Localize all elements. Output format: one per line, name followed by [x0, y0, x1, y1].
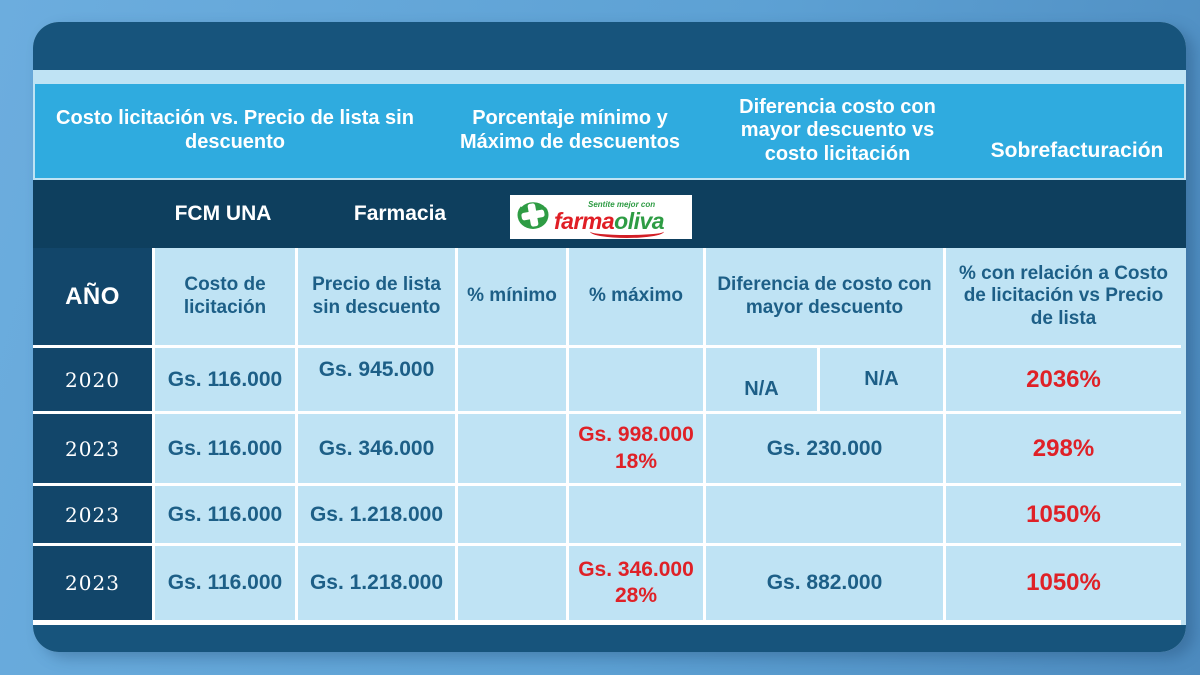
cell-r2-costo: Gs. 116.000	[155, 414, 295, 483]
cell-year-r3: 2023	[33, 486, 152, 543]
cell-r1-min	[458, 348, 566, 411]
top-navy-band	[33, 22, 1186, 70]
bottom-navy-band	[33, 625, 1186, 652]
cell-r2-precio: Gs. 346.000	[298, 414, 455, 483]
cell-r2-max-percent: 18%	[614, 449, 658, 473]
logo-swoosh-underline	[590, 225, 665, 238]
cell-r3-min	[458, 486, 566, 543]
cell-r4-sobrefacturacion: 1050%	[946, 546, 1181, 620]
org-navy-band: FCM UNA Farmacia Sentite mejor con f	[33, 180, 1186, 248]
col-header-max: % máximo	[569, 248, 703, 345]
banner-group-porcentajes: Porcentaje mínimo y Máximo de descuentos	[459, 107, 681, 153]
cell-r2-max: Gs. 998.000 18%	[569, 414, 703, 483]
cell-r4-max-amount: Gs. 346.000	[578, 557, 694, 581]
cell-r4-max-percent: 28%	[614, 584, 658, 607]
cell-r3-precio: Gs. 1.218.000	[298, 486, 455, 543]
cell-r4-max: Gs. 346.000 28%	[569, 546, 703, 620]
grid-right-filler	[1181, 248, 1186, 625]
col-header-dif: Diferencia de costo con mayor descuento	[706, 248, 943, 345]
cell-r1-dif-a: N/A	[706, 348, 817, 411]
table-card: Costo licitación vs. Precio de lista sin…	[33, 22, 1186, 652]
col-header-precio: Precio de lista sin descuento	[298, 248, 455, 345]
cell-r4-min	[458, 546, 566, 620]
cell-r1-sobrefacturacion: 2036%	[946, 348, 1181, 411]
cell-r4-costo: Gs. 116.000	[155, 546, 295, 620]
farmaoliva-wordmark: Sentite mejor con farmaoliva	[554, 200, 665, 238]
banner-group-diferencia: Diferencia costo con mayor descuento vs …	[739, 95, 936, 165]
cell-r2-sobrefacturacion: 298%	[946, 414, 1181, 483]
org-fcm-una-label: FCM UNA	[174, 202, 272, 225]
cell-year-r1: 2020	[33, 348, 152, 411]
col-header-costo: Costo de licitación	[155, 248, 295, 345]
farmaoliva-logo: Sentite mejor con farmaoliva	[510, 195, 692, 239]
cell-r1-max	[569, 348, 703, 411]
cell-r2-dif: Gs. 230.000	[706, 414, 943, 483]
data-table: AÑO 2020 2023 2023 2023 Costo de licitac…	[33, 248, 1186, 625]
cell-r4-dif: Gs. 882.000	[706, 546, 943, 620]
banner-header-row: Costo licitación vs. Precio de lista sin…	[35, 84, 1184, 178]
col-header-rel: % con relación a Costo de licitación vs …	[946, 248, 1181, 345]
cell-r2-min	[458, 414, 566, 483]
cell-r3-costo: Gs. 116.000	[155, 486, 295, 543]
cell-year-r2: 2023	[33, 414, 152, 483]
cell-r1-dif-b: N/A	[820, 348, 943, 411]
col-header-ano: AÑO	[33, 248, 152, 345]
cell-r1-precio: Gs. 945.000	[298, 348, 455, 411]
col-header-min: % mínimo	[458, 248, 566, 345]
green-cross-icon	[515, 197, 551, 238]
cell-r3-dif	[706, 486, 943, 543]
banner-group-costo-vs-precio: Costo licitación vs. Precio de lista sin…	[56, 107, 414, 153]
banner-group-sobrefacturacion: Sobrefacturación	[990, 139, 1164, 163]
org-farmacia-label: Farmacia	[353, 202, 447, 225]
cell-year-r4: 2023	[33, 546, 152, 620]
cell-r3-sobrefacturacion: 1050%	[946, 486, 1181, 543]
cell-r4-precio: Gs. 1.218.000	[298, 546, 455, 620]
cell-r3-max	[569, 486, 703, 543]
cell-r2-max-amount: Gs. 998.000	[578, 423, 694, 447]
cell-r1-costo: Gs. 116.000	[155, 348, 295, 411]
logo-tagline: Sentite mejor con	[588, 200, 656, 209]
